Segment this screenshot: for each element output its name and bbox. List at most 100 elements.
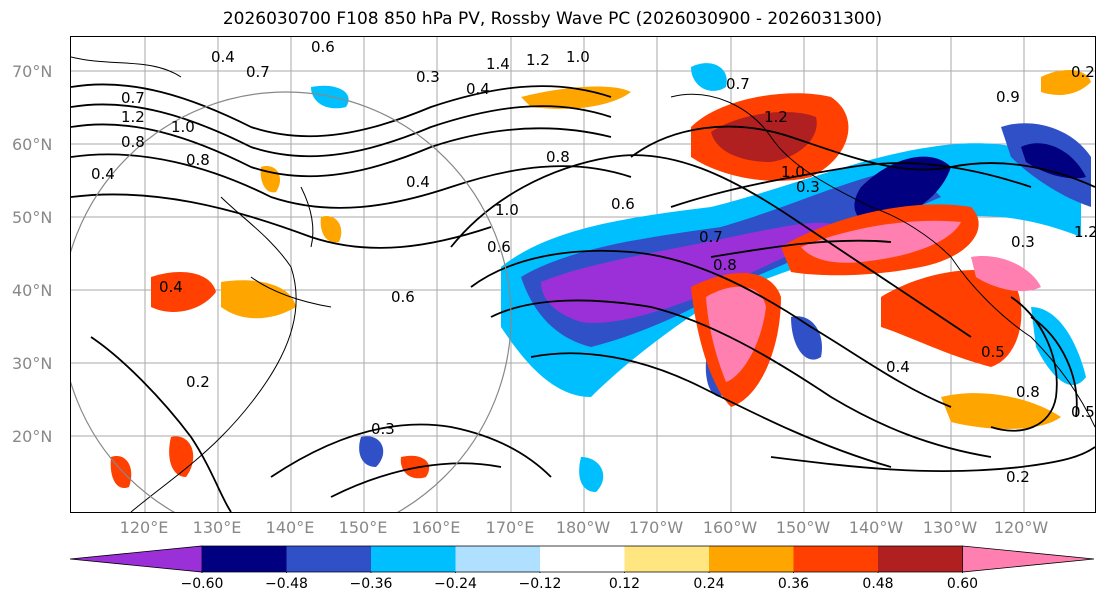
lon-label-140e: 140°E [265, 518, 315, 537]
pos-sm-1 [169, 436, 194, 477]
lat-label-40n: 40°N [12, 281, 53, 300]
contour-label: 0.6 [391, 288, 415, 306]
pos-top-right [1041, 70, 1091, 95]
contour-label: 0.7 [121, 89, 145, 107]
neg-small-5 [359, 436, 384, 467]
colorbar-label: −0.36 [349, 576, 393, 592]
contour-label: 0.8 [121, 133, 145, 151]
contour-label: 0.3 [416, 68, 440, 86]
contour-label: 1.0 [566, 48, 590, 66]
map-title: 2026030700 F108 850 hPa PV, Rossby Wave … [222, 9, 883, 29]
pos-ne-arctic [521, 86, 631, 109]
pos-central-core [706, 286, 766, 382]
colorbar-label: 0.60 [946, 576, 979, 592]
lat-label-60n: 60°N [12, 135, 53, 154]
lon-label-120w: 120°W [993, 518, 1049, 537]
pos-sm-3 [110, 456, 132, 488]
neg-small-1 [791, 316, 822, 360]
contour-label: 0.3 [796, 178, 820, 196]
contour-label: 0.4 [886, 358, 910, 376]
lon-label-160e: 160°E [411, 518, 461, 537]
contour-label: 1.4 [486, 55, 510, 73]
neg-ne-core [1021, 143, 1086, 179]
colorbar-label: −0.60 [180, 576, 224, 592]
contour-label: 1.0 [171, 118, 195, 136]
contour-label: 0.6 [611, 195, 635, 213]
colorbar [70, 545, 1095, 573]
colorbar-swatch [286, 546, 371, 572]
contour-label: 0.4 [91, 165, 115, 183]
colorbar-label: −0.12 [518, 576, 562, 592]
contour-label: 0.2 [1006, 468, 1030, 486]
lat-label-30n: 30°N [12, 354, 53, 373]
contour-label: 0.6 [487, 238, 511, 256]
contour-label: 1.2 [526, 51, 550, 69]
contour-label: 0.2 [186, 373, 210, 391]
contour-label: 1.0 [495, 201, 519, 219]
lon-label-130w: 130°W [922, 518, 978, 537]
contour-label: 0.5 [1071, 403, 1095, 421]
contour-label-group: 0.4 0.7 0.3 1.4 1.2 1.0 0.4 0.7 1.2 0.7 … [91, 38, 1095, 486]
colorbar-label: 0.24 [693, 576, 725, 592]
contour-label: 0.6 [311, 38, 335, 56]
contour-label: 0.9 [996, 88, 1020, 106]
domain-circle [71, 91, 512, 512]
contour-label: 0.4 [406, 173, 430, 191]
colorbar-label: −0.48 [265, 576, 308, 592]
lon-label-150e: 150°E [338, 518, 388, 537]
map-svg: 0.4 0.7 0.3 1.4 1.2 1.0 0.4 0.7 1.2 0.7 … [71, 37, 1095, 512]
lon-label-170w: 170°W [628, 518, 684, 537]
neg-small-3 [691, 63, 727, 91]
colorbar-swatch [793, 546, 878, 572]
contour-label: 1.2 [1074, 223, 1095, 241]
lon-label-170e: 170°E [485, 518, 535, 537]
lon-label-120e: 120°E [119, 518, 169, 537]
colorbar-swatch [709, 546, 794, 572]
colorbar-swatch [962, 545, 1095, 573]
pos-japan-o [221, 280, 296, 319]
colorbar-swatch [455, 546, 540, 572]
contour-label: 0.7 [699, 228, 723, 246]
lon-label-140w: 140°W [848, 518, 904, 537]
lon-label-180w: 180°W [555, 518, 611, 537]
coastlines [71, 56, 1095, 512]
lat-label-20n: 20°N [12, 427, 53, 446]
colorbar-swatch [70, 545, 203, 573]
contour-label: 0.4 [159, 278, 183, 296]
neg-small-4 [311, 85, 349, 109]
pos-sm-5 [320, 216, 342, 243]
colorbar-label: 0.48 [862, 576, 894, 592]
neg-small-6 [579, 457, 604, 492]
lon-label-160w: 160°W [702, 518, 758, 537]
lat-label-70n: 70°N [12, 62, 53, 81]
contour-label: 0.8 [186, 151, 210, 169]
map-panel: 0.4 0.7 0.3 1.4 1.2 1.0 0.4 0.7 1.2 0.7 … [70, 36, 1096, 513]
contour-label: 0.8 [713, 256, 737, 274]
contour-label: 0.4 [211, 48, 235, 66]
contour-label: 0.5 [981, 343, 1005, 361]
pos-east [881, 269, 1022, 367]
pos-bering-core [711, 112, 817, 162]
contour-label: 0.8 [1016, 383, 1040, 401]
colorbar-label: 0.12 [608, 576, 641, 592]
colorbar-swatch [371, 546, 456, 572]
colorbar-swatch [540, 546, 625, 572]
pos-japan [151, 272, 216, 312]
colorbar-label: −0.24 [434, 576, 477, 592]
colorbar-swatch [624, 546, 709, 572]
colorbar-swatch [878, 546, 963, 572]
lat-label-50n: 50°N [12, 208, 53, 227]
contour-label: 0.7 [246, 63, 270, 81]
lon-label-150w: 150°W [775, 518, 831, 537]
contour-label: 0.3 [1011, 233, 1035, 251]
contour-label: 0.8 [546, 148, 570, 166]
contour-label: 1.0 [781, 163, 805, 181]
contour-label: 0.2 [1071, 63, 1095, 81]
contour-label: 0.4 [466, 80, 490, 98]
colorbar-swatch [202, 546, 287, 572]
contour-label: 1.2 [764, 108, 788, 126]
pos-sw-east [941, 393, 1061, 429]
contour-label: 0.7 [726, 75, 750, 93]
lon-label-130e: 130°E [192, 518, 242, 537]
colorbar-label: 0.36 [777, 576, 810, 592]
